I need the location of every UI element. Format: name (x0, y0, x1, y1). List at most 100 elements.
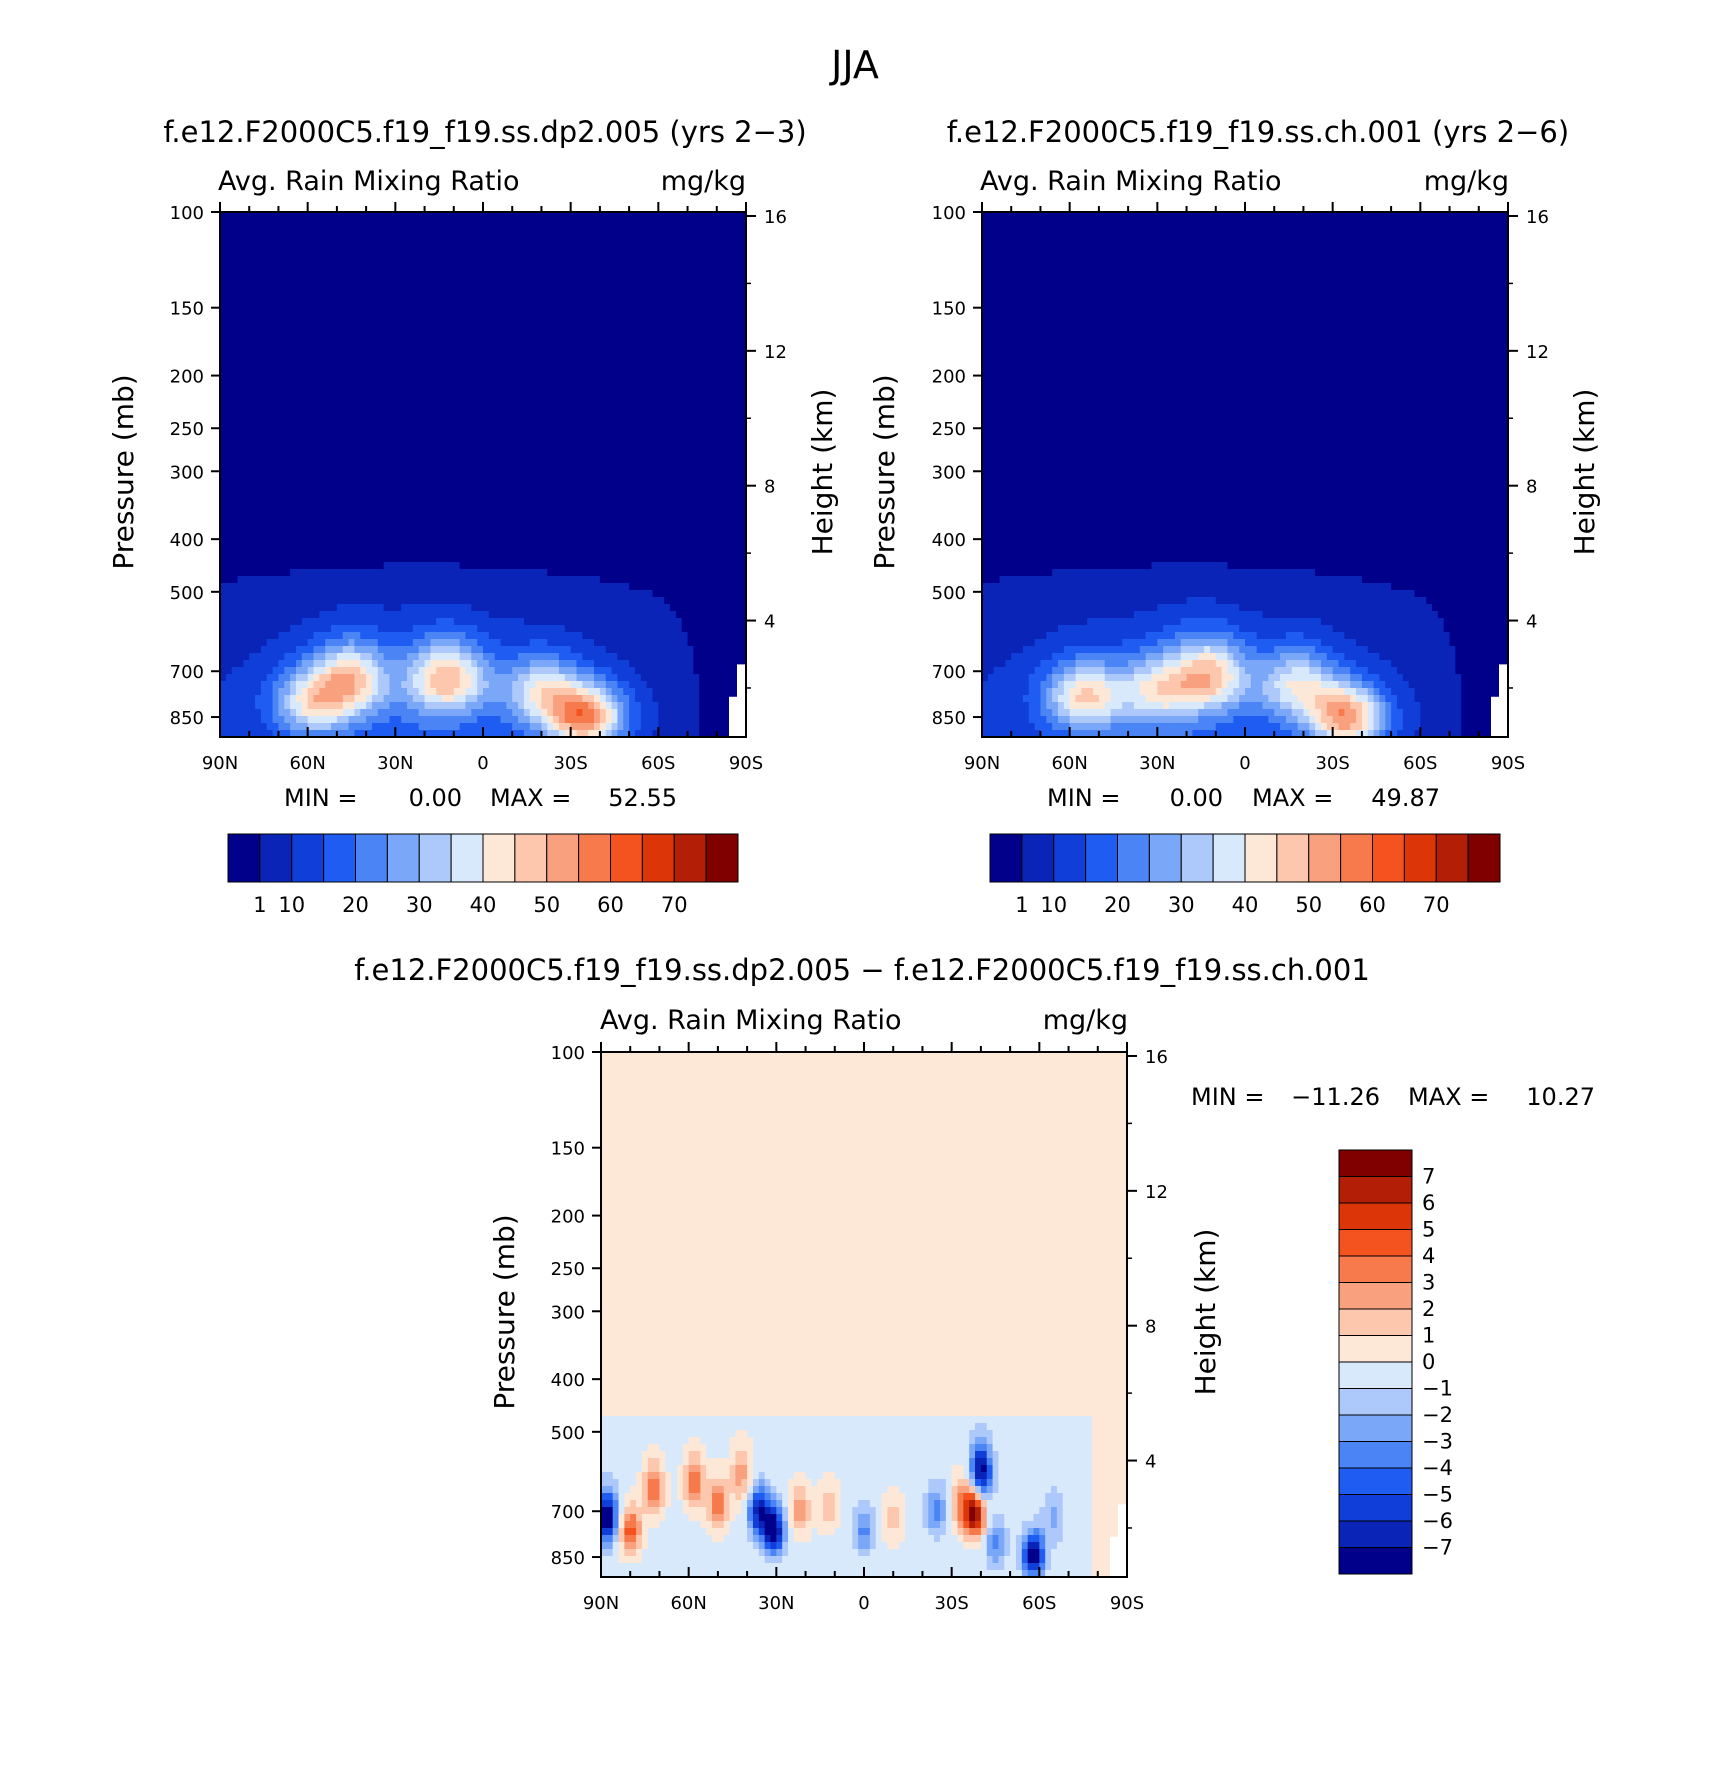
contour-cell (647, 1465, 661, 1473)
contour-cell (383, 653, 408, 661)
contour-cell (980, 1521, 988, 1529)
contour-cell (601, 1143, 1128, 1151)
contour-cell (220, 506, 747, 514)
contour-cell (377, 681, 391, 689)
contour-cell (1004, 1535, 1011, 1543)
x-tick-label: 60S (641, 753, 675, 774)
x-tick-label: 30S (1315, 753, 1349, 774)
contour-cell (220, 597, 665, 605)
contour-cell (1198, 716, 1234, 724)
contour-cell (377, 709, 420, 717)
contour-cell (1034, 723, 1053, 731)
contour-cell (471, 709, 513, 717)
contour-cell (630, 1514, 637, 1522)
contour-cell (770, 1507, 777, 1515)
contour-cell (1461, 702, 1509, 710)
contour-cell (617, 709, 624, 717)
contour-cell (220, 674, 227, 682)
contour-cell (1437, 611, 1509, 619)
contour-cell (782, 1514, 789, 1522)
contour-cell (647, 1486, 661, 1494)
contour-cell (529, 709, 543, 717)
contour-cell (1051, 1514, 1058, 1522)
contour-cell (805, 1486, 842, 1494)
missing-cell (729, 696, 737, 737)
contour-cell (957, 1507, 964, 1515)
colorbar-label: 60 (1359, 893, 1386, 917)
contour-cell (776, 1535, 783, 1543)
contour-cell (986, 1458, 994, 1466)
contour-cell (1046, 674, 1053, 682)
contour-cell (729, 1514, 737, 1522)
contour-cell (1361, 723, 1369, 731)
contour-cell (969, 1521, 976, 1529)
contour-cell (360, 660, 373, 668)
contour-cell (1309, 730, 1316, 738)
contour-cell (1379, 688, 1392, 696)
contour-cell (523, 681, 537, 689)
colorbar-swatch (1340, 833, 1373, 883)
contour-cell (641, 1451, 666, 1459)
contour-cell (741, 1493, 748, 1501)
contour-cell (220, 492, 747, 500)
contour-cell (788, 1514, 795, 1522)
contour-cell (647, 1500, 661, 1508)
contour-cell (770, 1549, 777, 1557)
contour-cell (1420, 702, 1462, 710)
contour-cell (1151, 562, 1229, 570)
contour-cell (982, 422, 1509, 430)
contour-cell (477, 639, 502, 647)
contour-cell (671, 1479, 678, 1487)
contour-cell (601, 1570, 1023, 1578)
contour-cell (840, 1521, 853, 1529)
contour-cell (1091, 1458, 1128, 1466)
contour-cell (220, 247, 747, 255)
contour-cell (776, 1507, 783, 1515)
contour-cell (1239, 646, 1258, 654)
contour-cell (986, 1549, 1005, 1557)
contour-cell (992, 1465, 1000, 1473)
contour-cell (939, 1507, 947, 1515)
contour-cell (301, 688, 309, 696)
contour-cell (488, 681, 513, 689)
contour-cell (982, 415, 1509, 423)
contour-cell (601, 1101, 1128, 1109)
contour-cell (1215, 597, 1427, 605)
contour-cell (1192, 730, 1293, 738)
contour-cell (553, 702, 566, 710)
contour-cell (459, 646, 472, 654)
contour-cell (477, 660, 490, 668)
contour-cell (1145, 660, 1164, 668)
contour-cell (601, 1094, 1128, 1102)
missing-data (1491, 664, 1508, 737)
contour-cell (377, 646, 420, 654)
contour-cell (1262, 611, 1439, 619)
panel-left-label: Avg. Rain Mixing Ratio (980, 166, 1282, 197)
contour-cell (623, 709, 630, 717)
contour-cell (483, 674, 519, 682)
contour-cell (1367, 646, 1456, 654)
contour-cell (922, 1507, 929, 1515)
colorbar-swatch (1212, 833, 1246, 883)
contour-cell (1198, 653, 1217, 661)
contour-cell (982, 534, 1509, 542)
contour-cell (220, 534, 747, 542)
contour-cell (823, 1500, 836, 1508)
contour-cell (758, 1521, 766, 1529)
contour-cell (682, 1451, 690, 1459)
colorbar-label: 60 (597, 893, 624, 917)
contour-cell (782, 1521, 789, 1529)
contour-cell (881, 1514, 888, 1522)
contour-cell (752, 1500, 760, 1508)
contour-cell (969, 1479, 976, 1487)
contour-cell (887, 1507, 900, 1515)
contour-cell (319, 674, 332, 682)
contour-cell (389, 702, 408, 710)
contour-cell (313, 681, 326, 689)
contour-cell (601, 1465, 643, 1473)
contour-cell (220, 541, 747, 549)
contour-cell (982, 401, 1509, 409)
contour-cell (295, 695, 309, 703)
contour-cell (220, 653, 250, 661)
contour-cell (875, 1528, 883, 1536)
